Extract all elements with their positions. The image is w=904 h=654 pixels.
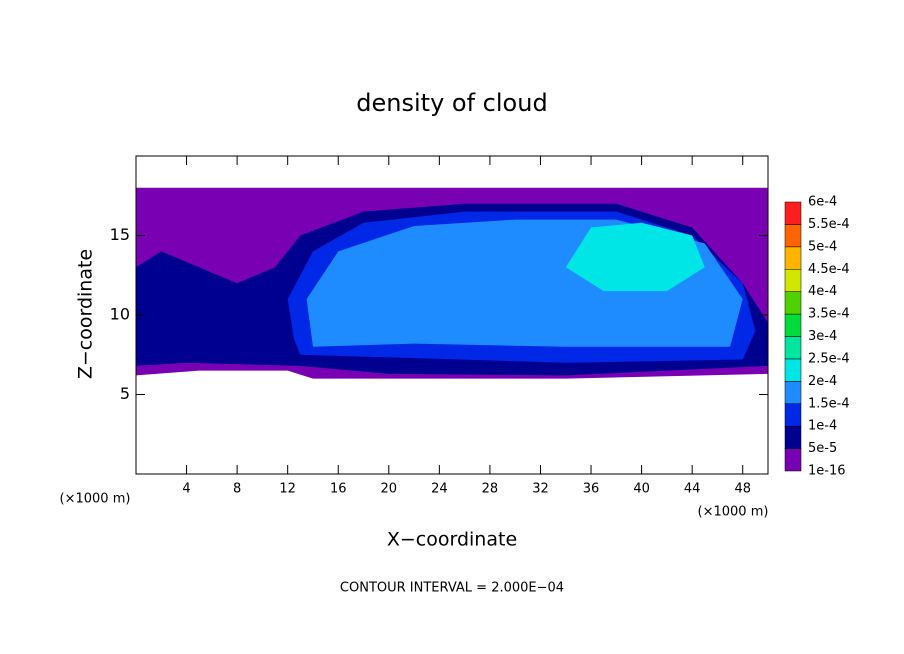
colorbar-label: 2e-4: [808, 374, 837, 389]
y-tick-label: 15: [110, 225, 130, 244]
y-tick-label: 5: [120, 384, 130, 403]
x-tick-label: 40: [633, 482, 650, 497]
x-tick-label: 16: [330, 482, 347, 497]
colorbar-label: 1e-16: [808, 464, 846, 479]
colorbar-label: 1.5e-4: [808, 396, 850, 411]
colorbar-label: 4e-4: [808, 284, 837, 299]
x-unit-label: (×1000 m): [60, 492, 131, 507]
colorbar-swatch: [784, 358, 802, 382]
colorbar-swatch: [784, 291, 802, 315]
colorbar-swatch: [784, 381, 802, 405]
colorbar-swatch: [784, 403, 802, 427]
colorbar-label: 6e-4: [808, 195, 837, 210]
x-tick-label: 36: [583, 482, 600, 497]
chart-title: density of cloud: [356, 89, 547, 117]
colorbar-label: 3.5e-4: [808, 307, 850, 322]
colorbar-swatch: [784, 448, 802, 472]
x-tick-label: 32: [532, 482, 549, 497]
colorbar-label: 2.5e-4: [808, 351, 850, 366]
x-tick-label: 24: [431, 482, 448, 497]
colorbar-label: 4.5e-4: [808, 262, 850, 277]
x-axis-label: X−coordinate: [387, 529, 517, 551]
y-axis-label: Z−coordinate: [75, 249, 97, 379]
footer-note: CONTOUR INTERVAL = 2.000E−04: [340, 581, 564, 596]
x-tick-label: 12: [279, 482, 296, 497]
colorbar-label: 5e-5: [808, 441, 837, 456]
x-tick-label: 8: [233, 482, 241, 497]
x-tick-label: 28: [482, 482, 499, 497]
colorbar-label: 3e-4: [808, 329, 837, 344]
contour-region: [565, 222, 705, 292]
colorbar-label: 5.5e-4: [808, 217, 850, 232]
colorbar-swatch: [784, 246, 802, 270]
colorbar-swatch: [784, 224, 802, 248]
colorbar-swatch: [784, 313, 802, 337]
colorbar-swatch: [784, 336, 802, 360]
x-tick-label: 44: [684, 482, 701, 497]
y-tick-label: 10: [110, 305, 130, 324]
colorbar-label: 1e-4: [808, 419, 837, 434]
colorbar-swatch: [784, 201, 802, 225]
colorbar-swatch: [784, 269, 802, 292]
x-tick-label: 4: [182, 482, 190, 497]
x-unit-label: (×1000 m): [698, 505, 769, 520]
colorbar-swatch: [784, 425, 802, 449]
x-tick-label: 48: [734, 482, 751, 497]
x-tick-label: 20: [381, 482, 398, 497]
colorbar-label: 5e-4: [808, 239, 837, 254]
